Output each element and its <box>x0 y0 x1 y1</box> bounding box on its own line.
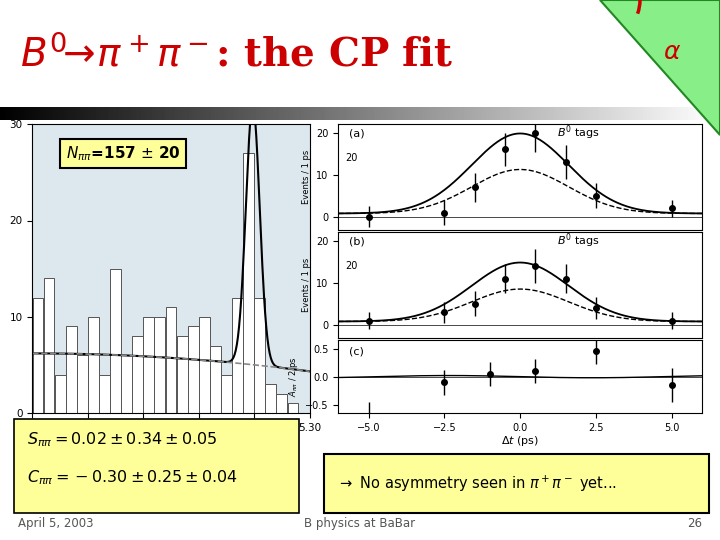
Text: (a): (a) <box>349 129 365 139</box>
Text: $B^0$ tags: $B^0$ tags <box>557 124 599 142</box>
Bar <box>44 278 55 413</box>
X-axis label: $\Delta t$ (ps): $\Delta t$ (ps) <box>501 434 539 448</box>
Bar <box>32 298 43 413</box>
Text: 26: 26 <box>687 517 702 530</box>
Bar <box>77 355 88 413</box>
Text: $C_{\pi\pi} = -0.30 \pm 0.25 \pm 0.04$: $C_{\pi\pi} = -0.30 \pm 0.25 \pm 0.04$ <box>27 469 238 487</box>
Y-axis label: $A_{\pi\pi}$ / 2 ps: $A_{\pi\pi}$ / 2 ps <box>287 356 300 397</box>
Text: $B^0$ tags: $B^0$ tags <box>557 232 599 250</box>
Y-axis label: Events / 2 MeV/$c^2$: Events / 2 MeV/$c^2$ <box>0 222 4 315</box>
Text: $\alpha$: $\alpha$ <box>663 40 681 64</box>
Bar <box>132 336 143 413</box>
Bar <box>166 307 176 413</box>
Text: $S_{\pi\pi} = 0.02 \pm 0.34 \pm 0.05$: $S_{\pi\pi} = 0.02 \pm 0.34 \pm 0.05$ <box>27 431 218 449</box>
Bar <box>188 326 199 413</box>
X-axis label: $m_{\rm ES}\ \ \ \ \rm{GeV}/c^2$: $m_{\rm ES}\ \ \ \ \rm{GeV}/c^2$ <box>132 434 210 453</box>
Bar <box>210 346 221 413</box>
Text: $N_{\pi\pi}$=157 $\pm$ 20: $N_{\pi\pi}$=157 $\pm$ 20 <box>66 144 180 163</box>
Bar <box>266 384 276 413</box>
Bar <box>121 355 132 413</box>
Polygon shape <box>600 0 720 135</box>
Text: (b): (b) <box>349 237 365 247</box>
Bar <box>243 153 254 413</box>
Bar <box>55 375 66 413</box>
Bar <box>143 317 154 413</box>
Bar <box>221 375 232 413</box>
Text: 20: 20 <box>346 261 358 271</box>
Y-axis label: Events / 1 ps: Events / 1 ps <box>302 258 311 312</box>
Bar <box>110 268 121 413</box>
Text: $B^0\!\!\to\!\pi^+\pi^-$: the CP fit: $B^0\!\!\to\!\pi^+\pi^-$: the CP fit <box>20 35 453 75</box>
Text: $\rightarrow$ No asymmetry seen in $\pi^+\pi^-$ yet...: $\rightarrow$ No asymmetry seen in $\pi^… <box>337 474 617 494</box>
Bar <box>99 375 110 413</box>
Y-axis label: Events / 1 ps: Events / 1 ps <box>302 150 311 204</box>
Text: April 5, 2003: April 5, 2003 <box>18 517 94 530</box>
Bar <box>155 317 166 413</box>
Bar <box>199 317 210 413</box>
Bar <box>66 326 76 413</box>
Bar <box>254 298 265 413</box>
Bar <box>232 298 243 413</box>
Text: (c): (c) <box>349 347 364 357</box>
Bar <box>287 403 298 413</box>
Text: B physics at BaBar: B physics at BaBar <box>305 517 415 530</box>
Bar <box>88 317 99 413</box>
Bar <box>276 394 287 413</box>
Text: 20: 20 <box>346 153 358 163</box>
Text: $m_{\rm ES}$: $m_{\rm ES}$ <box>122 441 148 455</box>
Bar <box>176 336 187 413</box>
